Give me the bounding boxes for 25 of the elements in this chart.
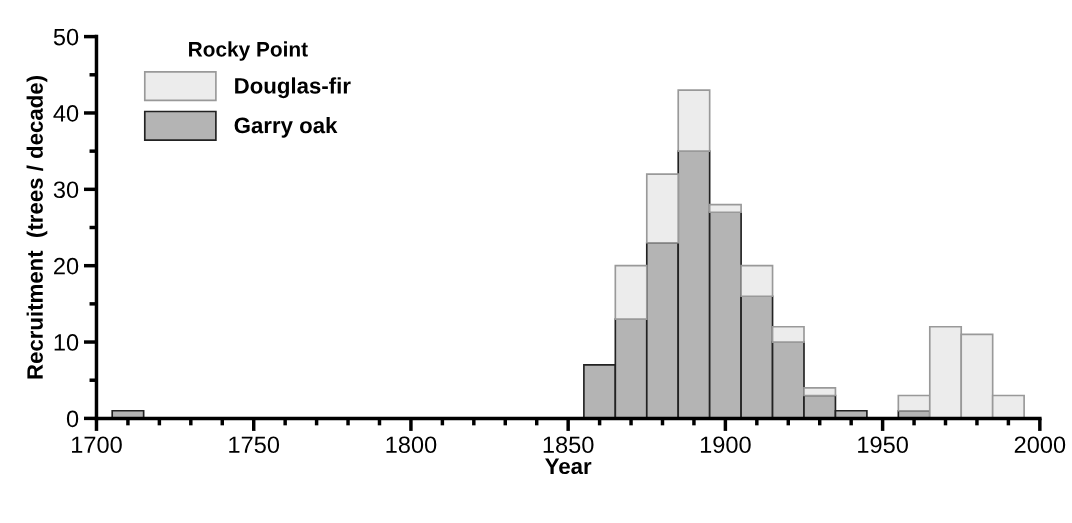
x-tick-label: 2000: [1014, 436, 1066, 454]
y-tick-label: 10: [54, 334, 79, 351]
bar: [803, 387, 837, 397]
x-tick-label: 1900: [700, 436, 751, 454]
x-axis-title: Year: [545, 458, 592, 475]
y-tick-label: 0: [66, 410, 79, 428]
bar: [677, 89, 711, 152]
x-tick-label: 1700: [72, 436, 122, 454]
legend-label: Garry oak: [234, 116, 338, 138]
bar: [708, 203, 742, 214]
x-tick-label: 1800: [386, 436, 437, 454]
y-tick-label: 50: [53, 28, 79, 46]
y-tick-label: 30: [53, 181, 79, 199]
x-tick-label: 1950: [858, 436, 908, 454]
legend-label: Douglas-fir: [235, 77, 351, 99]
bar: [645, 173, 680, 244]
y-tick-label: 20: [54, 257, 79, 275]
bar: [614, 264, 648, 320]
x-tick-label: 1850: [543, 436, 594, 454]
bar: [771, 325, 805, 343]
y-axis-title: Recruitment (trees / decade): [26, 76, 48, 379]
y-tick-label: 40: [53, 105, 79, 122]
bar: [740, 264, 774, 298]
legend-title: Rocky Point: [189, 41, 308, 61]
x-tick-label: 1750: [229, 436, 280, 454]
